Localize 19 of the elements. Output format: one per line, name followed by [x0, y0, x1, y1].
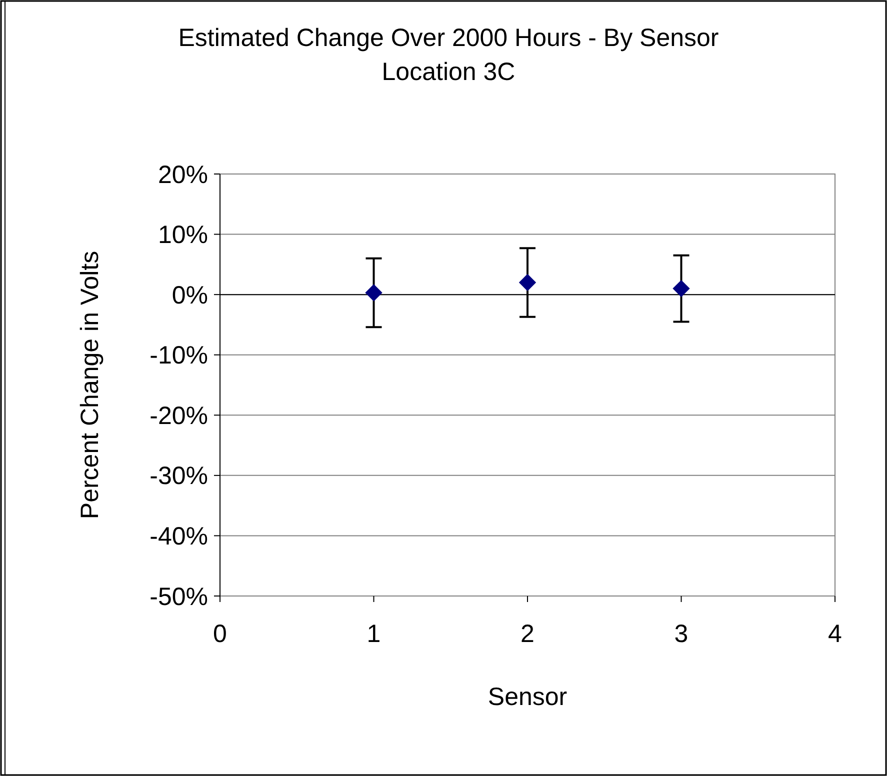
- y-tick-label: -40%: [150, 522, 208, 550]
- y-axis-title: Percent Change in Volts: [76, 250, 104, 520]
- y-tick-label: -50%: [150, 582, 208, 611]
- x-tick-label: 3: [674, 620, 688, 648]
- x-tick-label: 1: [366, 620, 381, 648]
- y-tick-label: -20%: [150, 402, 208, 430]
- x-tick-label: 0: [213, 620, 227, 648]
- x-tick-label: 4: [828, 620, 842, 648]
- point: [518, 274, 536, 292]
- y-tick-label: -30%: [150, 462, 208, 490]
- point: [365, 284, 382, 302]
- x-axis-title: Sensor: [488, 683, 568, 711]
- chart-title: Estimated Change Over 2000 Hours - By Sensor Location 3C: [178, 24, 719, 86]
- y-tick-label: 20%: [158, 160, 208, 189]
- y-tick-label: 10%: [158, 221, 208, 250]
- y-tick-label: -10%: [150, 342, 208, 370]
- x-tick-label: 2: [520, 620, 534, 648]
- point: [672, 280, 690, 298]
- y-tick-label: 0%: [172, 281, 208, 310]
